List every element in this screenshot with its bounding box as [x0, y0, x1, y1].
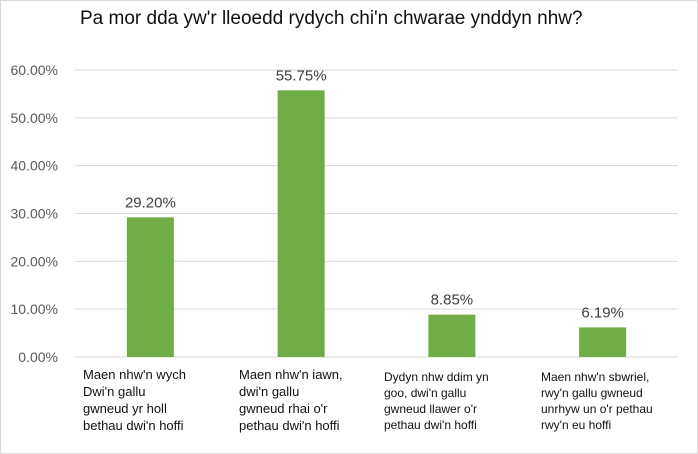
x-tick-label: Maen nhw'n iawn, dwi'n gallu gwneud rhai… — [239, 367, 343, 433]
x-tick-label: Maen nhw'n wych Dwi'n gallu gwneud yr ho… — [83, 367, 186, 433]
bar — [428, 314, 476, 357]
y-tick-label: 10.00% — [11, 301, 58, 317]
x-tick-label: Dydyn nhw ddim yn goo, dwi'n gallu gwneu… — [384, 370, 489, 432]
chart-title: Pa mor dda yw'r lleoedd rydych chi'n chw… — [80, 8, 583, 29]
data-label: 8.85% — [431, 292, 474, 309]
bar — [579, 327, 627, 357]
bar — [126, 217, 174, 357]
y-tick-label: 60.00% — [11, 62, 58, 78]
bar — [277, 90, 325, 358]
y-tick-label: 0.00% — [18, 349, 58, 365]
y-tick-label: 20.00% — [11, 253, 58, 269]
data-label: 6.19% — [581, 304, 624, 321]
y-tick-label: 40.00% — [11, 158, 58, 174]
y-tick-label: 30.00% — [11, 206, 58, 222]
y-tick-label: 50.00% — [11, 110, 58, 126]
data-label: 29.20% — [125, 194, 176, 211]
data-label: 55.75% — [276, 67, 327, 84]
x-tick-label: Maen nhw'n sbwriel, rwy'n gallu gwneud u… — [541, 370, 653, 432]
